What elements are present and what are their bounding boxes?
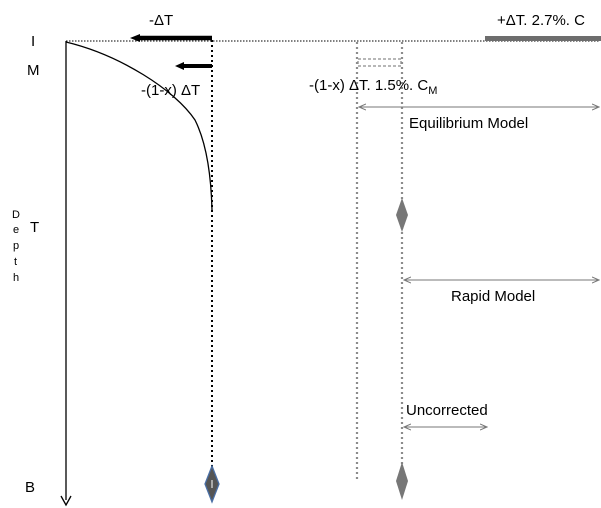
depth-label-i: I [31, 33, 35, 50]
plus-delta-t-label: +ΔT. 2.7%. C [497, 12, 585, 29]
depth-axis-letter: D [12, 209, 20, 221]
temperature-profile-curve [65, 41, 213, 211]
depth-label-t: T [30, 219, 39, 236]
equilibrium-model-label: Equilibrium Model [409, 115, 528, 132]
depth-axis-arrowhead [60, 495, 72, 507]
depth-axis-letter: t [14, 256, 17, 268]
delta-t-arrowhead [130, 34, 140, 42]
depth-axis-letter: p [13, 240, 19, 252]
depth-label-b: B [25, 479, 35, 496]
depth-axis-label: D e p t h [12, 209, 20, 284]
minus-one-minus-x-delta-t-1-5-label: -(1-x) ΔT. 1.5%. CM [309, 77, 437, 97]
rapid-diamond-t [396, 198, 408, 232]
dashed-correction-box [357, 58, 402, 67]
partial-delta-t-arrowhead [175, 62, 184, 70]
depth-label-m: M [27, 62, 40, 79]
minus-one-minus-x-delta-t-label: -(1-x) ΔT [141, 82, 200, 99]
rapid-diamond-b [396, 462, 408, 500]
depth-axis-letter: h [13, 272, 19, 284]
uncorrected-label: Uncorrected [406, 402, 488, 419]
depth-axis-letter: e [13, 224, 19, 236]
minus-delta-t-label: -ΔT [149, 12, 173, 29]
minus-one-minus-x-delta-t-1-5-text: -(1-x) ΔT. 1.5%. C [309, 77, 428, 94]
rapid-model-label: Rapid Model [451, 288, 535, 305]
cm-subscript: M [428, 85, 437, 97]
plus-delta-t-bar [485, 36, 601, 41]
